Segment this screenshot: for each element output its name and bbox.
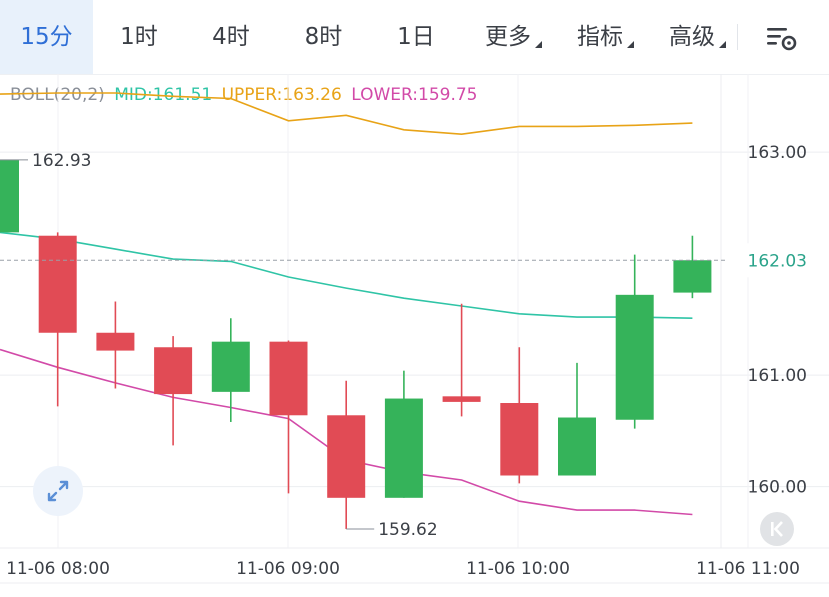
tab-label: 15分 bbox=[20, 24, 73, 50]
candle-body-down bbox=[327, 415, 366, 498]
tab-label: 高级 bbox=[669, 24, 715, 50]
tab-5[interactable]: 更多 bbox=[462, 0, 554, 74]
tab-label: 1时 bbox=[120, 24, 158, 50]
tab-3[interactable]: 8时 bbox=[277, 0, 370, 74]
current-price-label: 162.03 bbox=[748, 251, 807, 271]
tab-divider bbox=[737, 24, 738, 50]
candle-body-up bbox=[558, 417, 596, 476]
candle-body-down bbox=[38, 235, 77, 333]
candle-body-down bbox=[442, 396, 481, 402]
candle-body-up bbox=[0, 159, 19, 233]
tab-label: 指标 bbox=[577, 24, 623, 50]
legend-lower: LOWER:159.75 bbox=[351, 85, 478, 105]
tab-label: 1日 bbox=[397, 24, 435, 50]
tab-label: 更多 bbox=[485, 24, 531, 50]
fullscreen-button[interactable] bbox=[33, 466, 83, 516]
x-tick-label: 11-06 11:00 bbox=[696, 559, 800, 579]
scroll-to-latest-icon bbox=[771, 521, 783, 537]
legend-indicator-name: BOLL(20,2) bbox=[10, 85, 105, 105]
tab-0[interactable]: 15分 bbox=[0, 0, 93, 74]
tab-1[interactable]: 1时 bbox=[93, 0, 185, 74]
candle-body-down bbox=[269, 341, 308, 416]
indicator-legend: BOLL(20,2) MID:161.51 UPPER:163.26 LOWER… bbox=[10, 85, 482, 105]
x-tick-label: 11-06 08:00 bbox=[6, 559, 110, 579]
dropdown-caret-icon bbox=[535, 41, 542, 48]
candle-body-down bbox=[500, 403, 539, 476]
candle-body-up bbox=[211, 341, 250, 392]
y-tick-label: 163.00 bbox=[748, 143, 807, 163]
tab-4[interactable]: 1日 bbox=[370, 0, 462, 74]
extreme-marker-label: 159.62 bbox=[378, 520, 437, 540]
boll-mid-line bbox=[0, 231, 693, 319]
tab-7[interactable]: 高级 bbox=[646, 0, 738, 74]
scroll-to-latest-button[interactable] bbox=[760, 512, 794, 546]
candle-body-up bbox=[673, 260, 712, 293]
expand-arrows-icon bbox=[47, 480, 69, 502]
chart-settings-button[interactable] bbox=[765, 24, 799, 52]
current-price-tag bbox=[725, 243, 829, 278]
candle-body-down bbox=[96, 332, 135, 351]
y-tick-label: 160.00 bbox=[748, 478, 807, 498]
y-tick-label: 161.00 bbox=[748, 366, 807, 386]
tab-label: 8时 bbox=[304, 24, 343, 50]
boll-upper-line bbox=[0, 92, 693, 136]
tab-6[interactable]: 指标 bbox=[554, 0, 646, 74]
tab-2[interactable]: 4时 bbox=[185, 0, 277, 74]
dropdown-caret-icon bbox=[627, 41, 634, 48]
candle-body-up bbox=[615, 294, 654, 420]
dropdown-caret-icon bbox=[719, 41, 726, 48]
x-tick-label: 11-06 10:00 bbox=[466, 559, 570, 579]
candle-body-down bbox=[154, 347, 193, 395]
timeframe-tab-bar: 15分 1时 4时 8时 1日 更多 指标 高级 bbox=[0, 0, 829, 75]
legend-upper: UPPER:163.26 bbox=[221, 85, 342, 105]
tab-label: 4时 bbox=[212, 24, 250, 50]
chart-settings-icon bbox=[767, 28, 797, 51]
x-tick-label: 11-06 09:00 bbox=[236, 559, 340, 579]
candle-body-up bbox=[384, 398, 423, 498]
extreme-marker-label: 162.93 bbox=[32, 151, 91, 171]
